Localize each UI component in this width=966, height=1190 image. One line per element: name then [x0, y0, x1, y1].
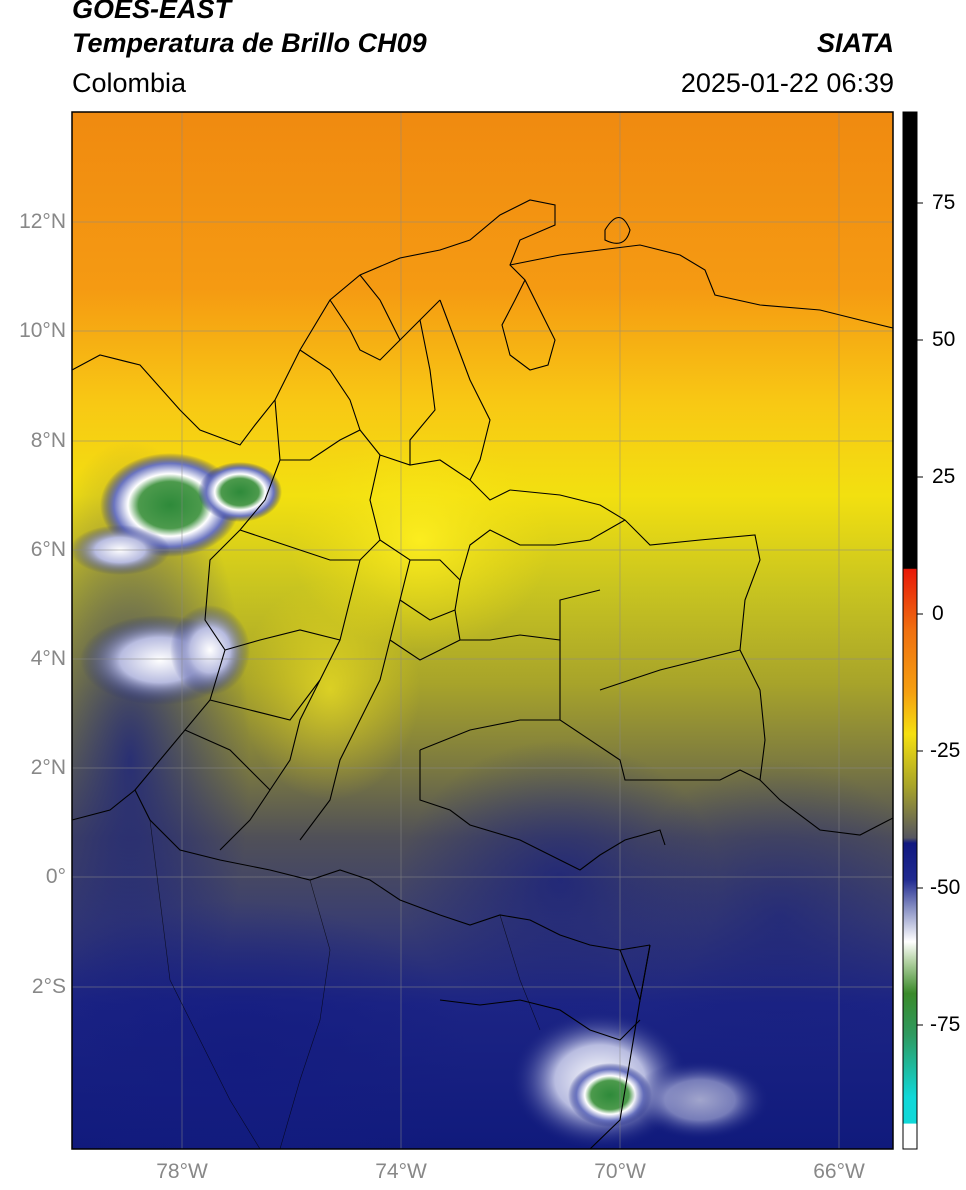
lat-label: 8°N [30, 429, 66, 452]
colorbar-tick: 50 [932, 328, 956, 351]
coastline-borders [71, 199, 894, 1150]
gridlines [72, 112, 893, 1149]
storm-cell-amazon [568, 1063, 652, 1127]
region-label: Colombia [72, 68, 187, 98]
timestamp-label: 2025-01-22 06:39 [680, 68, 894, 98]
storm-cell-coast [198, 462, 282, 522]
colorbar-tick: 25 [932, 465, 956, 488]
lat-label: 2°N [30, 756, 66, 779]
colorbar-tick: 75 [932, 191, 956, 214]
lat-label: 6°N [30, 538, 66, 561]
lat-label: 0° [45, 865, 66, 888]
colorbar-tick: 0 [932, 602, 944, 625]
map-frame [71, 111, 894, 1150]
product-title: Temperatura de Brillo CH09 [72, 28, 427, 58]
lat-label: 2°S [31, 975, 66, 998]
lon-label: 70°W [594, 1160, 646, 1183]
lat-label: 4°N [30, 647, 66, 670]
lon-label: 78°W [156, 1160, 208, 1183]
colorbar [902, 111, 923, 1150]
lat-label: 10°N [19, 319, 66, 342]
source-label: SIATA [817, 28, 894, 58]
colorbar-tick: -50 [930, 876, 961, 899]
lon-label: 74°W [375, 1160, 427, 1183]
colorbar-tick: -25 [930, 739, 961, 762]
lat-label: 12°N [19, 210, 66, 233]
satellite-title: GOES-EAST [72, 0, 232, 24]
colorbar-tick: -75 [930, 1013, 961, 1036]
lon-label: 66°W [813, 1160, 865, 1183]
